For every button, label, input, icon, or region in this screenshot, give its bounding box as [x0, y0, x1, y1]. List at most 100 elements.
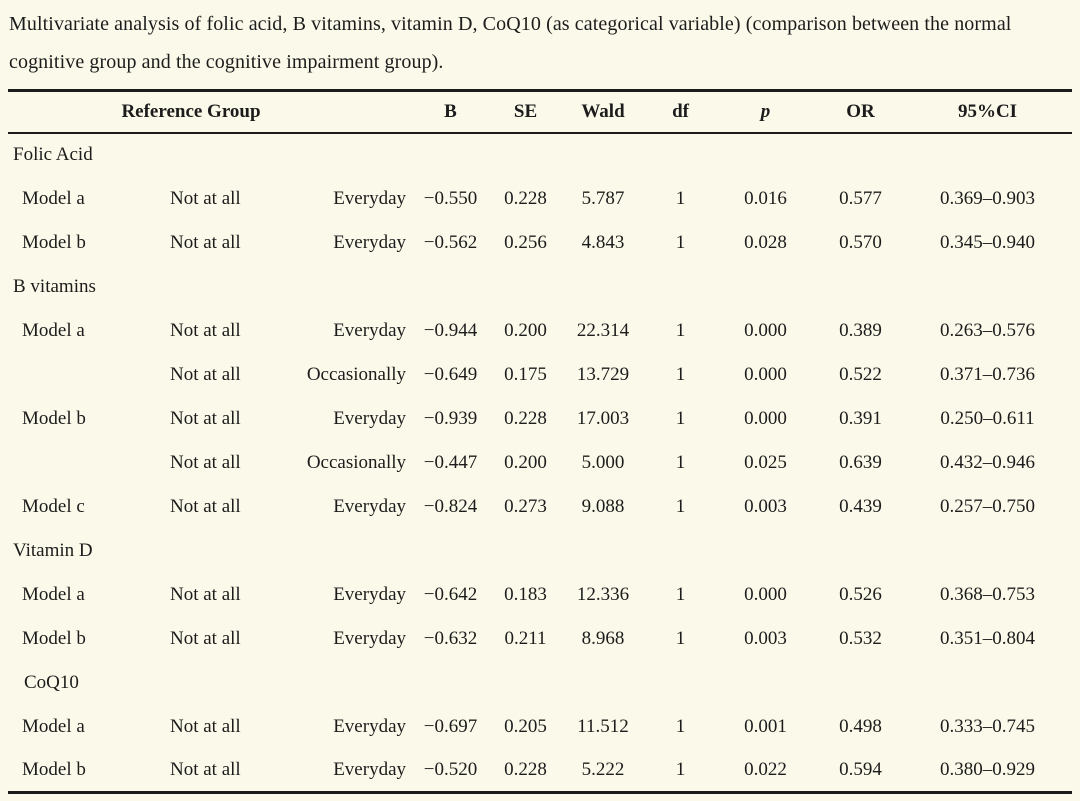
df-cell: 1	[675, 758, 686, 780]
b-cell: −0.642	[423, 583, 478, 605]
se-cell: 0.205	[504, 715, 547, 737]
table-body: Folic Acid Model a Not at all Everyday −0.55…	[8, 133, 1072, 793]
b-cell: −0.649	[423, 363, 478, 385]
reference-cell: Not at all	[170, 495, 241, 517]
p-cell: 0.000	[744, 363, 787, 385]
model-label-cell: Model a	[22, 187, 85, 209]
ci-cell: 0.369–0.903	[940, 187, 1036, 209]
wald-cell: 9.088	[581, 495, 625, 517]
header-row: Reference Group B SE Wald df p OR 95%CI	[8, 91, 1073, 133]
se-cell: 0.183	[504, 583, 547, 605]
b-cell: −0.632	[423, 627, 478, 649]
reference-cell: Not at all	[170, 407, 241, 429]
ci-cell: 0.368–0.753	[940, 583, 1036, 605]
ci-cell: 0.333–0.745	[940, 715, 1036, 737]
ci-cell: 0.432–0.946	[940, 451, 1036, 473]
ci-cell: 0.263–0.576	[940, 319, 1036, 341]
or-cell: 0.498	[839, 715, 882, 737]
data-row: Not at all Occasionally −0.447 0.200 5.000 1 0…	[8, 441, 1072, 485]
model-label-cell: Model c	[22, 495, 85, 517]
comparison-cell: Everyday	[333, 495, 407, 517]
or-cell: 0.532	[839, 627, 882, 649]
model-label-cell	[8, 441, 158, 485]
ci-cell: 0.257–0.750	[940, 495, 1036, 517]
df-cell: 1	[675, 187, 686, 209]
df-cell: 1	[675, 495, 686, 517]
results-table: Reference Group B SE Wald df p OR 95%CI …	[8, 89, 1073, 794]
se-cell: 0.211	[504, 627, 547, 649]
section-row: B vitamins	[8, 265, 1072, 309]
section-row: CoQ10	[8, 661, 1072, 705]
data-row: Model a Not at all Everyday −0.550 0.228 5.78…	[8, 177, 1072, 221]
wald-cell: 17.003	[576, 407, 630, 429]
ci-cell: 0.371–0.736	[940, 363, 1036, 385]
section-label: CoQ10	[24, 671, 79, 693]
ci-cell: 0.351–0.804	[940, 627, 1036, 649]
data-row: Not at all Occasionally −0.649 0.175 13.729 1…	[8, 353, 1072, 397]
wald-cell: 11.512	[577, 715, 629, 737]
comparison-cell: Everyday	[333, 758, 407, 780]
wald-cell: 22.314	[576, 319, 630, 341]
b-cell: −0.697	[423, 715, 478, 737]
ci-cell: 0.250–0.611	[940, 407, 1035, 429]
ci-cell: 0.345–0.940	[940, 231, 1036, 253]
data-row: Model a Not at all Everyday −0.697 0.205 11.5…	[8, 705, 1072, 749]
data-row: Model b Not at all Everyday −0.562 0.256 4.84…	[8, 221, 1072, 265]
wald-cell: 5.222	[581, 758, 625, 780]
wald-cell: 12.336	[576, 583, 630, 605]
comparison-cell: Everyday	[333, 319, 407, 341]
model-label-cell: Model a	[22, 583, 85, 605]
header-se: SE	[513, 100, 538, 122]
reference-cell: Not at all	[170, 363, 241, 385]
comparison-cell: Everyday	[333, 715, 407, 737]
p-cell: 0.025	[744, 451, 787, 473]
comparison-cell: Everyday	[333, 627, 407, 649]
section-label: Vitamin D	[13, 539, 93, 561]
or-cell: 0.526	[839, 583, 882, 605]
comparison-cell: Occasionally	[306, 451, 407, 473]
model-label-cell: Model b	[22, 407, 86, 429]
or-cell: 0.439	[839, 495, 882, 517]
or-cell: 0.391	[839, 407, 882, 429]
p-cell: 0.000	[744, 583, 787, 605]
data-row: Model b Not at all Everyday −0.632 0.211 8.96…	[8, 617, 1072, 661]
header-b: B	[444, 100, 457, 122]
model-label-cell: Model a	[22, 319, 85, 341]
header-df: df	[672, 100, 689, 122]
or-cell: 0.389	[839, 319, 882, 341]
reference-cell: Not at all	[170, 583, 241, 605]
b-cell: −0.550	[423, 187, 478, 209]
data-row: Model b Not at all Everyday −0.939 0.228 17.0…	[8, 397, 1072, 441]
header-wald: Wald	[581, 100, 625, 122]
comparison-cell: Everyday	[333, 231, 407, 253]
model-label-cell: Model b	[22, 627, 86, 649]
comparison-cell: Everyday	[333, 583, 407, 605]
b-cell: −0.824	[423, 495, 478, 517]
section-label: B vitamins	[13, 275, 96, 297]
model-label-cell: Model b	[22, 231, 86, 253]
df-cell: 1	[675, 319, 686, 341]
b-cell: −0.447	[423, 451, 478, 473]
se-cell: 0.228	[504, 407, 547, 429]
p-cell: 0.003	[744, 627, 787, 649]
or-cell: 0.570	[839, 231, 882, 253]
wald-cell: 13.729	[576, 363, 630, 385]
section-label: Folic Acid	[13, 144, 93, 165]
comparison-cell: Occasionally	[306, 363, 407, 385]
p-cell: 0.000	[744, 319, 787, 341]
reference-cell: Not at all	[170, 758, 241, 780]
df-cell: 1	[675, 583, 686, 605]
reference-cell: Not at all	[170, 627, 241, 649]
comparison-cell: Everyday	[333, 187, 407, 209]
or-cell: 0.577	[839, 187, 882, 209]
reference-cell: Not at all	[170, 451, 241, 473]
p-cell: 0.003	[744, 495, 787, 517]
df-cell: 1	[675, 231, 686, 253]
wald-cell: 5.787	[581, 187, 625, 209]
df-cell: 1	[675, 715, 686, 737]
header-ci: 95%CI	[957, 100, 1018, 122]
header-or: OR	[846, 100, 875, 122]
ci-cell: 0.380–0.929	[940, 758, 1036, 780]
data-row: Model a Not at all Everyday −0.944 0.200 22.3…	[8, 309, 1072, 353]
p-cell: 0.001	[744, 715, 787, 737]
